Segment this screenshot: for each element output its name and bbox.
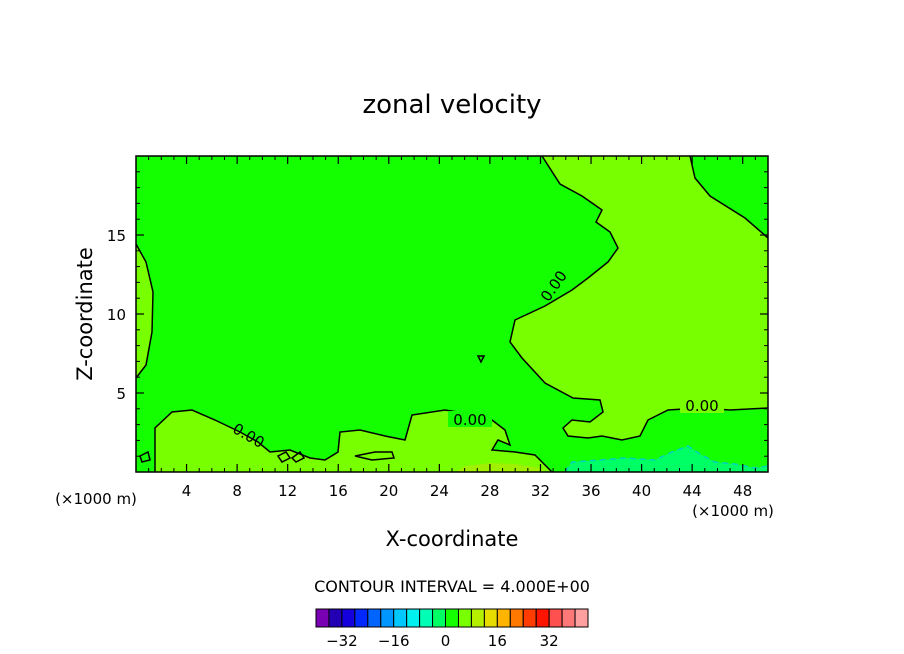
contour-zero-right-edge bbox=[689, 155, 769, 239]
colorbar-tick-label: 0 bbox=[441, 632, 451, 650]
colorbar-tick-label: −32 bbox=[326, 632, 358, 650]
colorbar-swatch bbox=[380, 608, 395, 628]
y-tick-label: 5 bbox=[116, 385, 126, 403]
colorbar-swatch bbox=[393, 608, 408, 628]
colorbar-swatch bbox=[509, 608, 524, 628]
x-tick-label: 16 bbox=[329, 482, 348, 500]
y-axis-ticks: 5 10 15 bbox=[107, 171, 768, 457]
x-axis-label: X-coordinate bbox=[386, 527, 519, 551]
colorbar-swatch bbox=[406, 608, 421, 628]
x-tick-label: 28 bbox=[480, 482, 499, 500]
y-tick-label: 10 bbox=[107, 306, 126, 324]
x-tick-label: 12 bbox=[278, 482, 297, 500]
chart-title: zonal velocity bbox=[362, 90, 541, 120]
colorbar-tick-label: 16 bbox=[488, 632, 507, 650]
contour-neg-4 bbox=[564, 445, 769, 473]
contour-small-2 bbox=[276, 451, 292, 463]
y-axis-label: Z-coordinate bbox=[73, 247, 97, 381]
contour-label-1: 0.00 bbox=[453, 411, 486, 429]
x-tick-label: 40 bbox=[632, 482, 651, 500]
region-negative-left bbox=[136, 244, 153, 378]
colorbar-swatch bbox=[496, 608, 511, 628]
region-upper-right bbox=[510, 156, 768, 440]
colorbar-swatch bbox=[483, 608, 498, 628]
colorbar-swatch bbox=[574, 608, 589, 628]
contour-zero-right-upper bbox=[509, 155, 769, 441]
colorbar-swatch bbox=[419, 608, 434, 628]
colorbar-swatch bbox=[328, 608, 343, 628]
x-axis-ticks: 4 8 12 16 20 24 28 32 36 40 44 48 bbox=[148, 156, 756, 500]
colorbar-tick-label: −16 bbox=[378, 632, 410, 650]
colorbar-swatch bbox=[341, 608, 356, 628]
x-tick-label: 4 bbox=[182, 482, 192, 500]
colorbar bbox=[315, 608, 589, 628]
colorbar-swatch bbox=[535, 608, 550, 628]
x-tick-label: 48 bbox=[733, 482, 752, 500]
contour-interval-text: CONTOUR INTERVAL = 4.000E+00 bbox=[314, 577, 590, 596]
colorbar-swatch bbox=[367, 608, 382, 628]
y-tick-label: 15 bbox=[107, 227, 126, 245]
x-unit-label-right: (×1000 m) bbox=[692, 502, 774, 520]
colorbar-swatch bbox=[354, 608, 369, 628]
x-tick-label: 24 bbox=[430, 482, 449, 500]
colorbar-swatch bbox=[457, 608, 472, 628]
colorbar-tick-label: 32 bbox=[540, 632, 559, 650]
x-tick-label: 36 bbox=[581, 482, 600, 500]
x-unit-label-left: (×1000 m) bbox=[55, 490, 137, 508]
colorbar-swatch bbox=[470, 608, 485, 628]
x-tick-label: 32 bbox=[531, 482, 550, 500]
x-tick-label: 44 bbox=[683, 482, 702, 500]
contour-zero-left bbox=[135, 243, 154, 379]
colorbar-tick-labels: −32 −16 0 16 32 bbox=[326, 632, 559, 650]
contour-negative-lines bbox=[564, 445, 769, 473]
contour-lines bbox=[135, 155, 769, 473]
contour-small-3 bbox=[290, 450, 306, 463]
contour-zero-bottom bbox=[154, 409, 553, 473]
x-tick-label: 20 bbox=[379, 482, 398, 500]
colorbar-swatch bbox=[315, 608, 330, 628]
contour-label-2: 0.00 bbox=[685, 397, 718, 415]
colorbar-swatch bbox=[432, 608, 447, 628]
plot-area: 0.00 0.00 0.00 0.00 bbox=[135, 155, 769, 473]
colorbar-swatch bbox=[522, 608, 537, 628]
contour-small-5 bbox=[476, 355, 486, 364]
colorbar-swatch bbox=[548, 608, 563, 628]
colorbar-swatch bbox=[445, 608, 459, 628]
colorbar-swatch bbox=[561, 608, 576, 628]
contour-small-4 bbox=[354, 451, 396, 461]
region-negative-strong bbox=[565, 446, 768, 472]
x-tick-label: 8 bbox=[232, 482, 242, 500]
contour-small-1 bbox=[139, 450, 151, 463]
